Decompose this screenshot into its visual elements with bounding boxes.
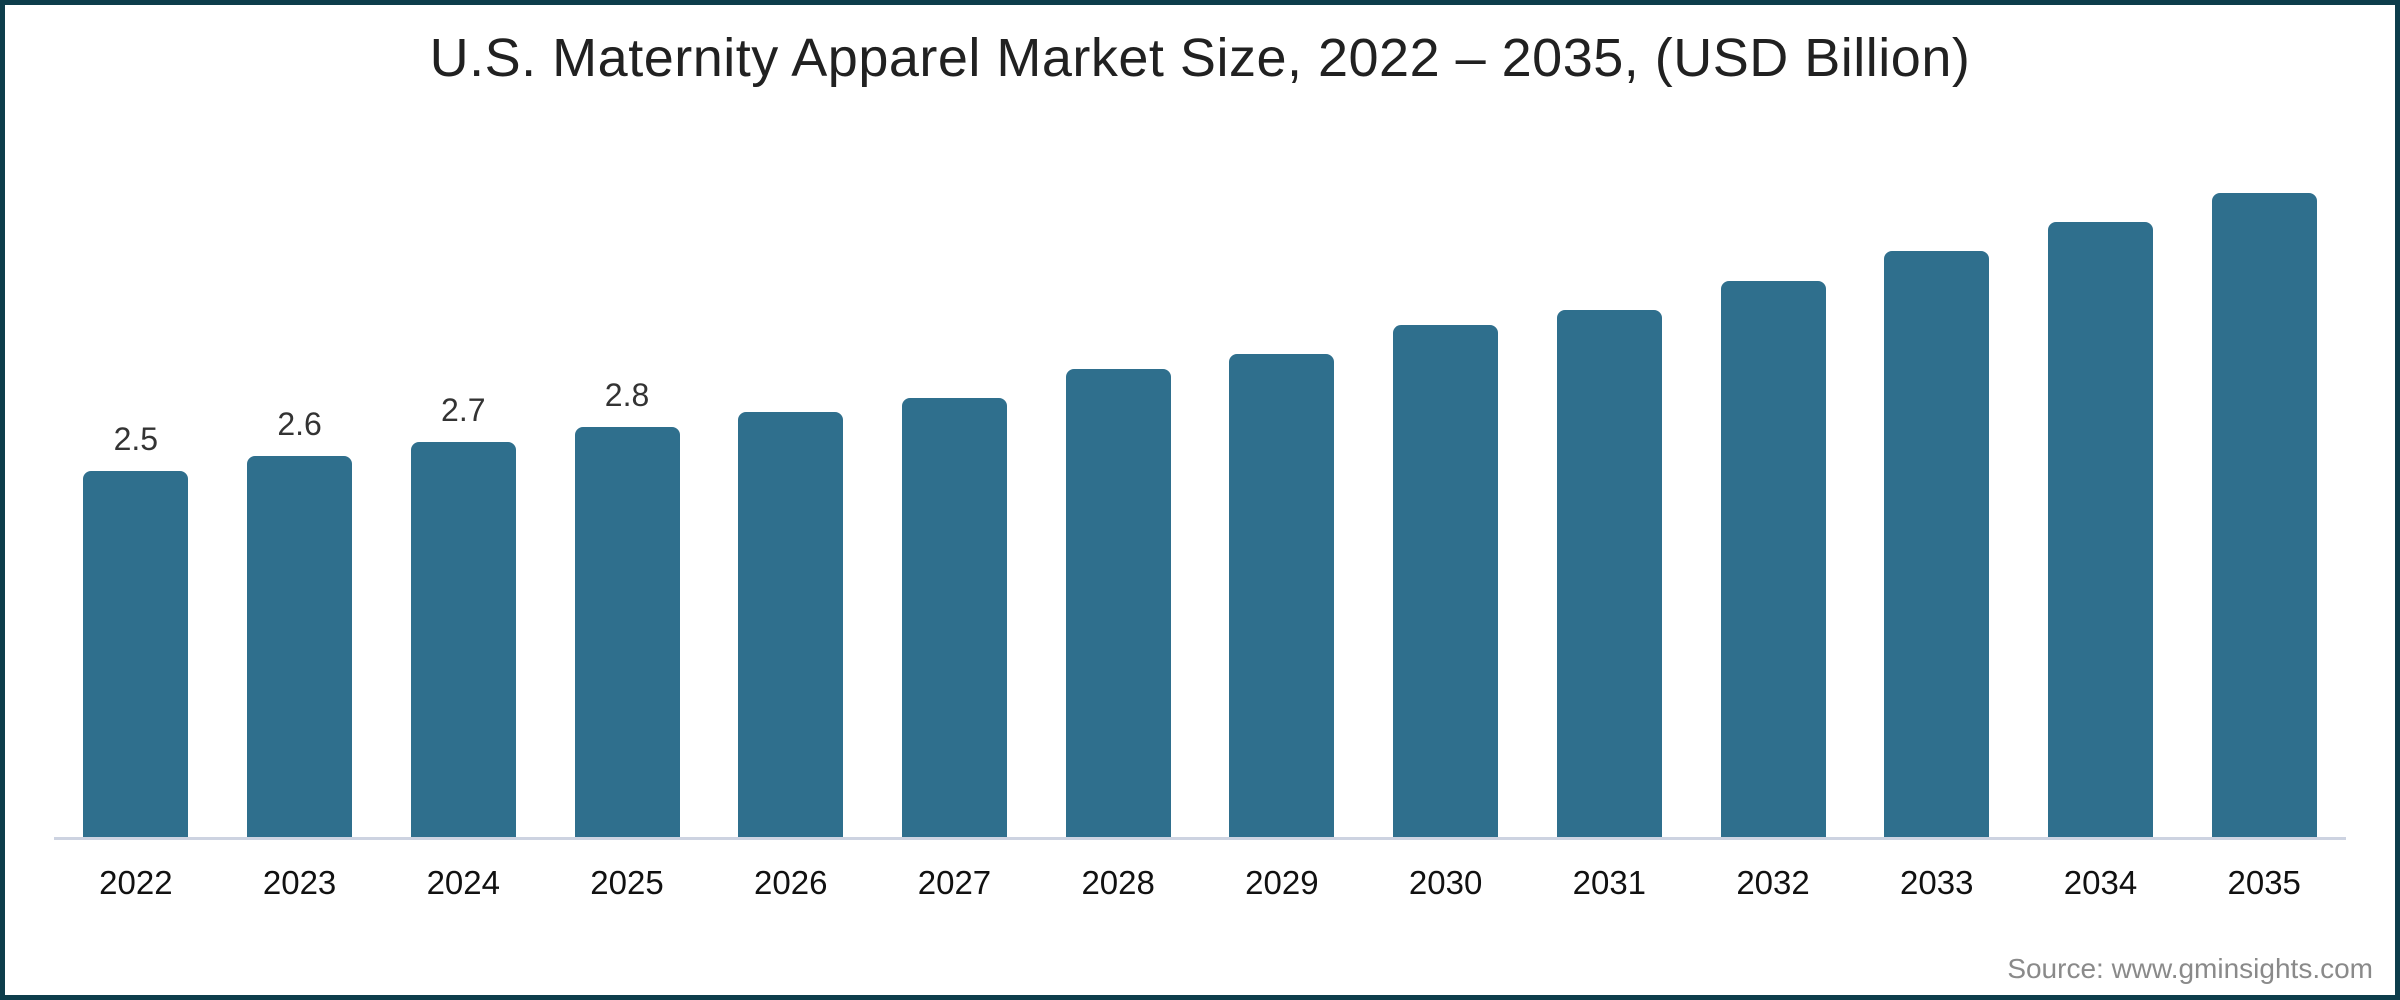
bar-value-label-2022: 2.5	[113, 421, 159, 457]
x-axis-labels: 2022 2023 2024 2025 2026 2027 2028 2029 2030 2031…	[54, 860, 2346, 906]
bar-slot-2031	[1527, 309, 1691, 837]
x-axis-label-2034: 2034	[2063, 864, 2138, 901]
bar-2034	[2047, 222, 2153, 837]
bar-2032	[1720, 280, 1826, 837]
bar-2022	[83, 471, 189, 837]
bar-2035	[2211, 192, 2317, 837]
x-axis-label-2030: 2030	[1408, 864, 1483, 901]
bar-slot-2025: 2.8	[545, 379, 709, 837]
bar-slot-2030	[1364, 324, 1528, 837]
bar-slot-2034	[2019, 222, 2183, 837]
bar-2023	[247, 456, 353, 837]
x-axis-label-2033: 2033	[1900, 864, 1974, 901]
x-axis-label-2032: 2032	[1736, 864, 1810, 901]
x-axis-line	[54, 837, 2346, 840]
bar-value-label-2023: 2.6	[277, 406, 322, 443]
bar-2033	[1884, 251, 1990, 837]
x-axis-label-2029: 2029	[1245, 864, 1319, 901]
bar-2029	[1229, 353, 1335, 837]
bar-2028	[1065, 368, 1171, 837]
x-axis-label-2022: 2022	[99, 864, 173, 901]
bar-slot-2023: 2.6	[218, 408, 382, 837]
x-axis-label-2026: 2026	[754, 864, 828, 901]
bar-value-label-2024: 2.7	[441, 391, 486, 428]
x-axis-label-2035: 2035	[2227, 864, 2301, 901]
bar-chart-plot-area: 2.5 2.6 2.7 2.8	[54, 157, 2346, 840]
x-axis-label-2028: 2028	[1081, 864, 1155, 901]
bar-slot-2029	[1200, 353, 1364, 837]
bar-slot-2024: 2.7	[381, 394, 545, 837]
bar-slot-2022: 2.5	[54, 423, 218, 837]
bar-2031	[1556, 309, 1662, 837]
bar-2025	[574, 427, 680, 837]
bar-slot-2026	[709, 412, 873, 837]
x-axis-label-2027: 2027	[917, 864, 992, 901]
bar-2030	[1393, 324, 1499, 837]
bar-2027	[901, 397, 1007, 837]
x-axis-label-2023: 2023	[262, 864, 337, 901]
x-axis-label-2025: 2025	[590, 864, 664, 901]
bar-slot-2027	[873, 397, 1037, 837]
bar-slot-2035	[2182, 192, 2346, 837]
source-attribution: Source: www.gminsights.com	[2007, 953, 2373, 984]
bar-2024	[410, 441, 516, 837]
bar-2026	[738, 412, 844, 837]
bars-container: 2.5 2.6 2.7 2.8	[54, 157, 2346, 837]
bar-slot-2033	[1855, 251, 2019, 837]
bar-slot-2028	[1036, 368, 1200, 837]
bar-value-label-2025: 2.8	[604, 377, 650, 414]
x-axis-label-2024: 2024	[426, 864, 500, 901]
chart-title: U.S. Maternity Apparel Market Size, 2022…	[429, 28, 1971, 88]
x-axis-label-2031: 2031	[1572, 864, 1647, 901]
bar-slot-2032	[1691, 280, 1855, 837]
